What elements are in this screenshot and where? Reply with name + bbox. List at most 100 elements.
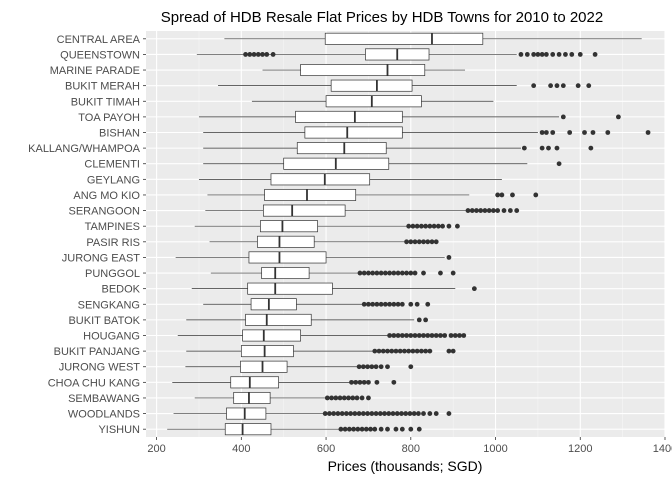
box-bukit-timah <box>251 95 494 108</box>
outlier-point <box>450 348 456 354</box>
box-marine-parade <box>262 64 466 77</box>
x-tick-label: 1000 <box>483 443 507 455</box>
outlier-point <box>360 364 366 370</box>
box-geylang <box>198 173 502 186</box>
y-tick-label: PASIR RIS <box>86 237 140 249</box>
outlier-point <box>471 286 477 292</box>
outlier-point <box>510 192 515 198</box>
outlier-point <box>327 411 332 416</box>
outlier-point <box>382 270 388 276</box>
outlier-point <box>373 364 379 370</box>
box-iqr <box>257 235 315 248</box>
x-tick-label: 600 <box>317 443 335 455</box>
box-jurong-west <box>185 360 414 373</box>
outlier-point <box>408 426 414 432</box>
outlier-point <box>372 348 378 354</box>
outlier-point <box>391 379 397 385</box>
outlier-point <box>356 411 362 416</box>
outlier-point <box>363 426 369 432</box>
outlier-point <box>387 333 393 338</box>
outlier-point <box>482 208 488 213</box>
outlier-point <box>378 270 384 276</box>
outlier-point <box>524 52 530 57</box>
box-jurong-east <box>175 251 452 264</box>
outlier-point <box>402 348 407 354</box>
outlier-point <box>563 52 568 57</box>
outlier-point <box>354 395 360 401</box>
outlier-point <box>425 301 431 307</box>
outlier-point <box>474 208 479 213</box>
x-tick-label: 200 <box>147 443 165 455</box>
outlier-point <box>385 364 390 370</box>
y-tick-label: GEYLANG <box>87 174 140 186</box>
outlier-point <box>370 301 376 307</box>
y-tick-label: BUKIT PANJANG <box>54 346 140 358</box>
outlier-point <box>560 83 566 89</box>
outlier-point <box>378 426 384 432</box>
box-iqr <box>224 423 272 436</box>
outlier-point <box>423 348 429 354</box>
y-tick-label: KALLANG/WHAMPOA <box>28 143 141 155</box>
outlier-point <box>350 395 356 401</box>
y-tick-label: TOA PAYOH <box>78 112 140 124</box>
outlier-point <box>446 411 452 416</box>
outlier-point <box>438 333 443 338</box>
outlier-point <box>575 83 581 89</box>
x-tick-label: 800 <box>402 443 420 455</box>
box-bukit-merah <box>218 79 592 92</box>
outlier-point <box>461 333 467 338</box>
outlier-point <box>343 411 349 416</box>
y-tick-label: BUKIT TIMAH <box>71 96 140 108</box>
outlier-point <box>411 411 417 416</box>
outlier-point <box>390 411 396 416</box>
outlier-point <box>442 333 448 338</box>
outlier-point <box>501 208 507 213</box>
outlier-point <box>431 223 437 229</box>
outlier-point <box>366 395 371 401</box>
outlier-point <box>412 270 418 276</box>
outlier-point <box>425 239 431 245</box>
outlier-point <box>399 333 405 338</box>
outlier-point <box>399 270 405 276</box>
box-bishan <box>203 126 651 139</box>
y-tick-label: CHOA CHU KANG <box>48 377 140 389</box>
outlier-point <box>386 411 392 416</box>
x-tick-label: 1200 <box>568 443 592 455</box>
outlier-point <box>605 130 611 135</box>
box-iqr <box>250 298 297 311</box>
outlier-point <box>348 411 354 416</box>
outlier-point <box>399 411 404 416</box>
outlier-point <box>410 348 416 354</box>
box-iqr <box>240 345 294 358</box>
outlier-point <box>366 379 371 385</box>
outlier-point <box>329 395 334 401</box>
outlier-point <box>592 52 598 57</box>
outlier-point <box>377 411 383 416</box>
outlier-point <box>395 301 401 307</box>
box-woodlands <box>173 407 452 420</box>
outlier-point <box>554 145 560 151</box>
box-iqr <box>233 391 271 404</box>
outlier-point <box>416 426 422 432</box>
outlier-point <box>416 317 422 323</box>
outlier-point <box>446 348 452 354</box>
y-tick-label: MARINE PARADE <box>50 65 140 77</box>
outlier-point <box>577 52 583 57</box>
outlier-point <box>421 270 426 276</box>
outlier-point <box>247 52 253 57</box>
outlier-point <box>421 411 426 416</box>
outlier-point <box>251 52 257 57</box>
outlier-point <box>357 270 363 276</box>
outlier-point <box>450 270 456 276</box>
outlier-point <box>560 114 566 120</box>
box-tampines <box>194 220 460 233</box>
outlier-point <box>403 411 409 416</box>
outlier-point <box>645 130 651 135</box>
box-iqr <box>263 204 346 217</box>
box-iqr <box>304 126 403 139</box>
outlier-point <box>369 411 375 416</box>
outlier-point <box>382 301 388 307</box>
box-iqr <box>261 267 310 280</box>
outlier-point <box>543 52 549 57</box>
outlier-point <box>260 52 265 57</box>
